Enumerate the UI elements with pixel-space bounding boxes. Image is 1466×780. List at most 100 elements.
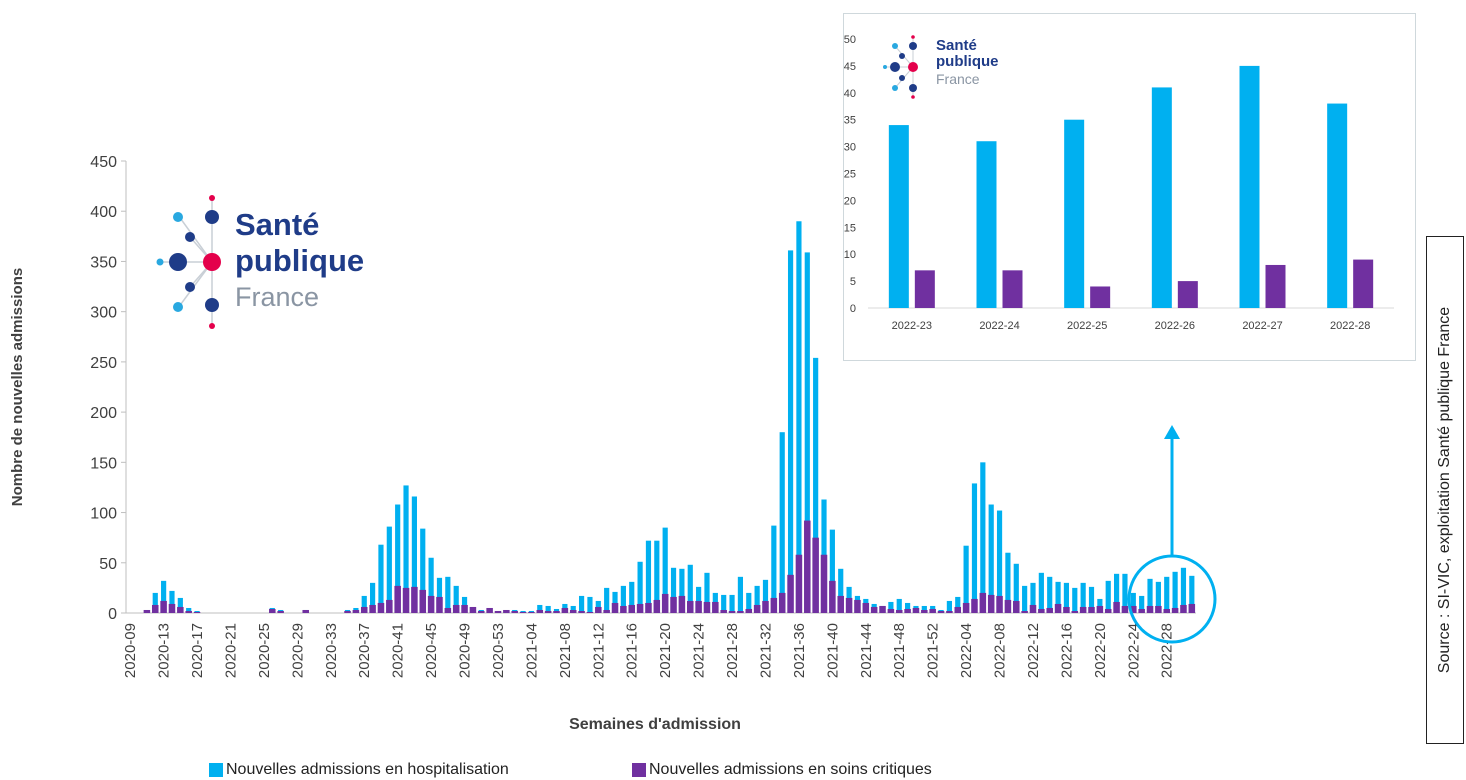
bar-soins-critiques (461, 604, 468, 613)
bar-soins-critiques (762, 600, 769, 613)
x-tick-label: 2021-12 (590, 623, 607, 678)
inset-bar-soins-critiques (914, 270, 935, 308)
inset-bar-hospitalisation (1064, 119, 1085, 308)
x-tick-label: 2020-41 (390, 623, 407, 678)
bar-hospitalisation (1147, 578, 1153, 613)
inset-bar-hospitalisation (1151, 87, 1172, 308)
bar-soins-critiques (360, 606, 368, 613)
source-box: Source : SI-VIC, exploitation Santé publ… (1426, 236, 1464, 744)
logo-mark-icon (883, 35, 918, 99)
bar-hospitalisation (420, 528, 426, 613)
bar-soins-critiques (686, 600, 694, 613)
y-tick-label: 250 (90, 355, 117, 372)
x-tick-label: 2020-09 (122, 623, 139, 678)
x-tick-label: 2021-44 (858, 623, 875, 678)
bar-hospitalisation (1063, 582, 1070, 613)
bar-hospitalisation (963, 545, 969, 613)
x-tick-label: 2021-36 (791, 623, 808, 678)
bar-hospitalisation (436, 577, 443, 613)
bar-soins-critiques (168, 603, 176, 613)
bar-soins-critiques (561, 607, 569, 613)
bar-hospitalisation (1047, 576, 1053, 613)
bar-soins-critiques (962, 602, 970, 613)
bar-hospitalisation (737, 576, 744, 613)
bar-hospitalisation (1080, 582, 1086, 613)
y-tick-label: 150 (90, 455, 117, 472)
bar-soins-critiques (1138, 608, 1145, 613)
bar-hospitalisation (662, 527, 668, 613)
inset-x-tick-label: 2022-24 (979, 320, 1019, 332)
bar-soins-critiques (160, 600, 167, 613)
bar-soins-critiques (661, 593, 669, 613)
bar-soins-critiques (1171, 607, 1179, 613)
bar-hospitalisation (453, 585, 459, 613)
bar-hospitalisation (395, 504, 401, 613)
bar-hospitalisation (1155, 581, 1161, 613)
bar-soins-critiques (478, 610, 485, 613)
bar-soins-critiques (1146, 605, 1154, 613)
inset-y-tick-label: 40 (844, 88, 856, 100)
bar-hospitalisation (804, 252, 810, 613)
bar-soins-critiques (377, 602, 385, 613)
x-tick-label: 2021-40 (824, 623, 841, 678)
x-tick-label: 2022-08 (992, 623, 1009, 678)
bar-soins-critiques (1104, 608, 1112, 613)
bar-soins-critiques (427, 595, 435, 613)
bar-hospitalisation (1088, 586, 1095, 613)
bar-hospitalisation (696, 586, 702, 613)
bar-soins-critiques (712, 601, 719, 613)
legend-item-hospital: Nouvelles admissions en hospitalisation (209, 761, 509, 779)
bar-hospitalisation (729, 594, 735, 613)
bar-hospitalisation (152, 592, 158, 613)
bar-soins-critiques (1054, 603, 1062, 613)
inset-y-tick-label: 20 (844, 195, 856, 207)
x-tick-label: 2020-29 (289, 623, 306, 678)
bar-soins-critiques (795, 554, 803, 613)
bar-soins-critiques (720, 609, 727, 613)
inset-chart-panel: 0 5 10 15 20 25 30 35 40 45 50 2022-23 2022-24 2022-… (843, 13, 1416, 361)
inset-bar-soins-critiques (1002, 270, 1023, 308)
bar-hospitalisation (1164, 576, 1170, 613)
bar-soins-critiques (603, 609, 610, 613)
logo-text-sante: Santé (936, 37, 977, 54)
bar-soins-critiques (469, 606, 477, 613)
y-tick-label: 50 (99, 556, 117, 573)
bar-soins-critiques (185, 610, 192, 613)
bar-hospitalisation (428, 557, 434, 613)
bar-hospitalisation (537, 604, 543, 613)
bar-soins-critiques (1088, 606, 1095, 613)
bar-soins-critiques (503, 609, 510, 613)
bar-soins-critiques (419, 589, 427, 613)
bar-soins-critiques (645, 602, 652, 613)
bar-hospitalisation (988, 504, 994, 613)
bar-hospitalisation (1172, 571, 1178, 613)
bar-soins-critiques (578, 610, 585, 613)
bar-soins-critiques (143, 609, 151, 613)
inset-bar-soins-critiques (1265, 264, 1286, 308)
bar-soins-critiques (553, 610, 560, 613)
inset-bars (888, 65, 1374, 309)
bar-hospitalisation (1022, 585, 1028, 613)
bar-hospitalisation (570, 605, 576, 613)
bar-soins-critiques (829, 580, 836, 613)
inset-y-tick-label: 45 (844, 61, 856, 73)
bar-hospitalisation (762, 579, 769, 613)
x-tick-label: 2022-16 (1058, 623, 1075, 678)
bar-soins-critiques (269, 608, 276, 613)
bar-soins-critiques (904, 608, 911, 613)
bar-soins-critiques (1130, 605, 1137, 613)
bar-soins-critiques (996, 595, 1003, 613)
bar-soins-critiques (369, 604, 376, 613)
inset-y-tick-label: 5 (850, 276, 856, 288)
legend-label-hospital: Nouvelles admissions en hospitalisation (226, 761, 509, 778)
bar-soins-critiques (352, 609, 360, 613)
inset-y-axis: 0 5 10 15 20 25 30 35 40 45 50 (844, 34, 1394, 315)
legend-swatch-hospital (209, 763, 223, 777)
x-axis-label: Semaines d'admission (569, 716, 741, 733)
bar-hospitalisation (186, 607, 192, 613)
bar-soins-critiques (444, 607, 452, 613)
bar-soins-critiques (753, 604, 761, 613)
x-tick-label: 2022-04 (958, 623, 975, 678)
x-tick-label: 2022-24 (1125, 623, 1142, 678)
inset-bar-soins-critiques (1090, 286, 1111, 308)
